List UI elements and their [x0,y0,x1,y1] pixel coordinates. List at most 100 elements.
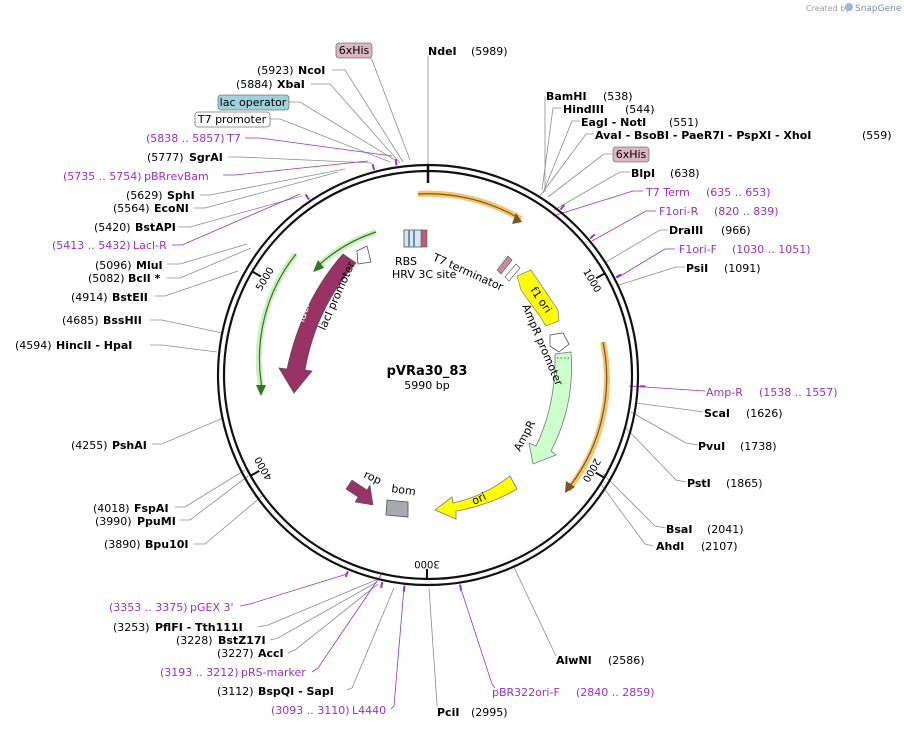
site-bstapi-pos: (5420) [94,221,131,234]
snapgene-brand: Created by SnapGene [806,3,902,14]
primer-mark-7 [344,570,349,578]
plasmid-name: pVRa30_83 [387,364,468,379]
leader-pcii [428,587,438,706]
tick-4000 [250,469,260,477]
site-bcli-pos: (5082) [88,272,125,285]
site-blpi-pos: (638) [670,167,700,180]
site-fspai-name: FspAI [134,502,169,515]
leader-t7-promoter [270,118,391,163]
leader-scai [634,402,704,413]
orange-arrow-top-head [512,213,522,224]
laci-arrow [278,253,357,394]
leader-alwni [512,564,557,657]
leader-f1ori-r [591,210,656,242]
site-bsteii-pos: (4914) [71,291,108,304]
rbs-stripe-1 [408,230,410,247]
leader-acci [287,583,379,654]
leader-pbrrevbam [223,160,369,176]
created-by-text: Created by [806,4,850,13]
primer-pgex3-name: pGEX 3' [190,601,234,614]
ampr-promoter-arrow [549,332,570,353]
six-his-top-label: 6xHis [339,44,370,57]
site-mlui-pos: (5096) [95,259,132,272]
plasmid-title: pVRa30_83 5990 bp [387,364,468,392]
green-arc-long-core [258,253,297,389]
primer-f1ori-r-name: F1ori-R [659,205,699,218]
features: f1 ori AmpR ori bom rop lacI lacI promot… [255,190,610,520]
t7-terminator-marker-2 [504,263,521,282]
site-bsteii-name: BstEII [112,291,148,304]
site-bpu10i-name: Bpu10I [145,538,189,551]
backbone-ring [216,163,640,587]
leader-hincii [150,344,218,353]
site-avai-xhoi-pos: (559) [862,129,892,142]
leader-ppumi [180,475,249,521]
leader-t7-primer [245,137,393,157]
six-his-right-box [612,146,650,163]
rop-arrow [345,479,374,506]
leader-xbai [311,83,401,164]
leader-bsai [602,473,667,529]
leader-6xhis-right [547,153,612,198]
primer-pbrrevbam-range: (5735 .. 5754) [63,170,142,183]
primer-t7-term-name: T7 Term [645,186,690,199]
site-hindiii-pos: (544) [625,103,655,116]
site-labels: NdeI (5989) BamHI (538) HindIII (544) Ea… [15,45,892,719]
t7-terminator-marker [496,255,513,275]
leader-6xhis-left [368,56,411,161]
t7-promoter-label: T7 promoter [197,113,267,126]
leader-hindiii [541,107,561,191]
orange-arrow-right-head [565,481,575,493]
primer-labels: T7 Term (635 .. 653) F1ori-R (820 .. 839… [52,132,838,717]
primer-l4440-name: L4440 [352,704,386,717]
primer-t7-term-range: (635 .. 653) [706,186,771,199]
site-bspqi-pos: (3112) [217,685,254,698]
ori-arrow [434,475,518,520]
rbs-label: RBS [395,255,417,268]
site-ahdi-name: AhdI [656,540,684,553]
rop-label: rop [362,468,384,487]
site-pshai-pos: (4255) [71,439,108,452]
primer-prs-marker-range: (3193 .. 3212) [160,666,239,679]
six-his-right-label: 6xHis [616,148,647,161]
site-draiii-name: DraIII [669,224,703,237]
site-ahdi-pos: (2107) [701,540,738,553]
primer-laci-r-range: (5413 .. 5432) [52,239,131,252]
laci-promoter-arrow [356,245,372,265]
bom-box [385,499,409,518]
primer-mark-6 [380,581,384,589]
site-ndei-pos: (5989) [471,45,508,58]
tick-label-4000: 4000 [253,454,275,482]
leader-lines [150,56,706,710]
leader-econi [194,171,339,209]
site-eagi-noti-name: EagI - NotI [581,116,646,129]
primer-mark-10 [394,159,398,166]
site-econi-pos: (5564) [113,202,150,215]
site-pflfi-name: PflFI - Tth111I [155,621,243,634]
leader-ncoi [332,69,404,163]
primer-l4440-range: (3093 .. 3110) [271,704,350,717]
site-pvui-pos: (1738) [740,440,777,453]
site-bsshii-name: BssHII [103,314,142,327]
leader-l4440 [390,587,405,710]
site-ncoi-name: NcoI [298,64,325,77]
site-ncoi-pos: (5923) [257,64,294,77]
site-avai-xhoi-name: AvaI - BsoBI - PaeR7I - PspXI - XhoI [595,129,811,142]
leader-xhoi [539,133,594,197]
rbs-stripe-2 [413,230,415,247]
primer-pbr322ori-f-range: (2840 .. 2859) [576,686,655,699]
orange-arc-right-core [569,341,608,487]
green-arrow-long-head [256,385,266,396]
leader-mlui [167,243,248,265]
lac-operator-label: lac operator [220,96,287,109]
site-bamhi-name: BamHI [546,90,587,103]
boxed-labels: 6xHis lac operator T7 promoter 6xHis [194,42,650,163]
leader-amp-r [628,385,706,392]
site-psii-pos: (1091) [724,262,761,275]
site-psti-pos: (1865) [726,477,763,490]
green-arrow-left-head [313,260,324,272]
leader-psti [625,427,687,483]
site-bsai-pos: (2041) [707,523,744,536]
tick-label-3000: 3000 [414,558,440,569]
site-hincii-name: HincII - HpaI [56,339,132,352]
